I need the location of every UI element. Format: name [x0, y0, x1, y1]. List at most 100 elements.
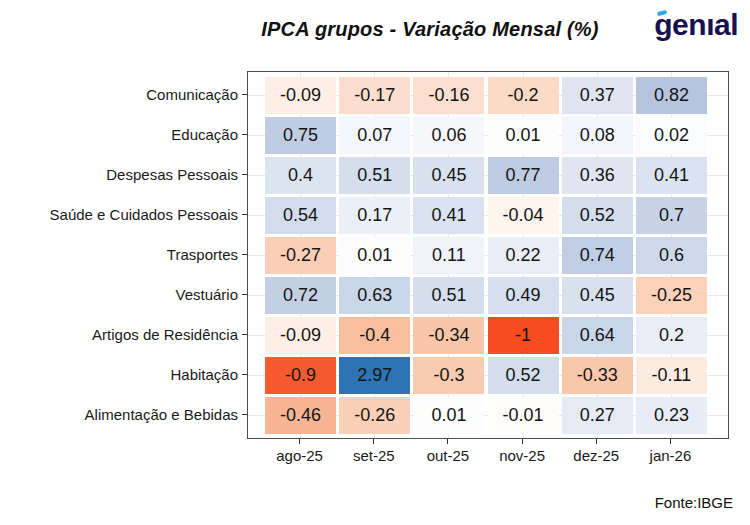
- heatmap-cell: -0.33: [562, 357, 633, 394]
- heatmap-cell: -0.9: [265, 357, 336, 394]
- heatmap-cell: 0.22: [488, 237, 559, 274]
- chart-canvas: IPCA grupos - Variação Mensal (%) genıal…: [0, 0, 750, 525]
- cell-value: 0.37: [580, 85, 615, 106]
- heatmap-cell: -0.27: [265, 237, 336, 274]
- cell-value: -0.04: [503, 205, 544, 226]
- y-axis-label: Saúde e Cuidados Pessoais: [0, 206, 238, 223]
- x-axis-tick: [596, 439, 597, 444]
- cell-value: 0.45: [431, 165, 466, 186]
- cell-value: 0.41: [431, 205, 466, 226]
- heatmap-cell: 0.23: [636, 397, 707, 434]
- cell-value: -0.16: [428, 85, 469, 106]
- heatmap-cell: 0.7: [636, 197, 707, 234]
- cell-value: -0.4: [359, 325, 390, 346]
- heatmap-cell: 0.27: [562, 397, 633, 434]
- cell-value: 0.72: [283, 285, 318, 306]
- cell-value: -0.01: [503, 405, 544, 426]
- heatmap-cell: 0.07: [339, 117, 410, 154]
- cell-value: -0.09: [280, 85, 321, 106]
- heatmap-cell: 0.01: [488, 117, 559, 154]
- heatmap-cell: -0.01: [488, 397, 559, 434]
- heatmap-cell: -0.04: [488, 197, 559, 234]
- x-axis-tick: [373, 439, 374, 444]
- heatmap-cell: -0.46: [265, 397, 336, 434]
- y-axis-label: Alimentação e Bebidas: [0, 406, 238, 423]
- y-axis-label: Habitação: [0, 366, 238, 383]
- cell-value: 0.01: [357, 245, 392, 266]
- cell-value: 0.74: [580, 245, 615, 266]
- cell-value: -0.9: [285, 365, 316, 386]
- source-text: Fonte:IBGE: [655, 494, 733, 511]
- heatmap-cell: -0.4: [339, 317, 410, 354]
- heatmap-cell: -0.17: [339, 77, 410, 114]
- cell-value: 0.11: [432, 245, 466, 266]
- heatmap-cell: -0.09: [265, 77, 336, 114]
- y-axis-tick: [242, 374, 247, 375]
- y-axis-tick: [242, 94, 247, 95]
- cell-value: 0.7: [659, 205, 684, 226]
- heatmap-cell: 0.01: [339, 237, 410, 274]
- cell-value: -0.26: [354, 405, 395, 426]
- heatmap-cell: 0.37: [562, 77, 633, 114]
- cell-value: 0.51: [357, 165, 392, 186]
- y-axis-label: Artigos de Residência: [0, 326, 238, 343]
- cell-value: 2.97: [357, 365, 392, 386]
- cell-value: 0.01: [431, 405, 466, 426]
- heatmap-cell: 0.77: [488, 157, 559, 194]
- heatmap-cell: -0.11: [636, 357, 707, 394]
- cell-value: 0.07: [357, 125, 392, 146]
- heatmap-cell: 0.82: [636, 77, 707, 114]
- heatmap-cell: 0.06: [413, 117, 484, 154]
- cell-value: 0.6: [659, 245, 684, 266]
- cell-value: 0.82: [654, 85, 689, 106]
- cell-value: 0.06: [431, 125, 466, 146]
- x-axis-label: jan-26: [625, 447, 715, 464]
- cell-value: -0.46: [280, 405, 321, 426]
- cell-value: 0.45: [580, 285, 615, 306]
- heatmap-cell: 0.72: [265, 277, 336, 314]
- heatmap-cell: 0.02: [636, 117, 707, 154]
- y-axis-tick: [242, 414, 247, 415]
- cell-value: 0.02: [654, 125, 689, 146]
- cell-value: 0.54: [283, 205, 318, 226]
- cell-value: -0.17: [354, 85, 395, 106]
- cell-value: -0.3: [433, 365, 464, 386]
- heatmap-cell: 0.52: [488, 357, 559, 394]
- heatmap-cell: 0.41: [636, 157, 707, 194]
- cell-value: -0.33: [577, 365, 618, 386]
- heatmap-cell: 0.63: [339, 277, 410, 314]
- heatmap-cell: 0.45: [562, 277, 633, 314]
- heatmap-cell: 0.75: [265, 117, 336, 154]
- heatmap-cell: 0.2: [636, 317, 707, 354]
- cell-value: -1: [515, 325, 531, 346]
- cell-value: 0.52: [580, 205, 615, 226]
- cell-value: -0.11: [652, 365, 692, 386]
- cell-value: -0.27: [280, 245, 321, 266]
- genial-logo: genıal: [654, 8, 738, 41]
- cell-value: 0.22: [506, 245, 541, 266]
- chart-title: IPCA grupos - Variação Mensal (%): [120, 18, 740, 41]
- x-axis-tick: [447, 439, 448, 444]
- heatmap-cell: -0.09: [265, 317, 336, 354]
- heatmap-cell: 0.51: [339, 157, 410, 194]
- cell-value: -0.09: [280, 325, 321, 346]
- cell-value: 0.4: [288, 165, 313, 186]
- y-axis-tick: [242, 134, 247, 135]
- y-axis-label: Despesas Pessoais: [0, 166, 238, 183]
- heatmap-cell: 0.17: [339, 197, 410, 234]
- cell-value: 0.51: [431, 285, 466, 306]
- heatmap-cell: -0.16: [413, 77, 484, 114]
- heatmap-cell: 0.11: [413, 237, 484, 274]
- cell-value: 0.64: [580, 325, 615, 346]
- cell-value: 0.75: [283, 125, 318, 146]
- heatmap-cell: 0.36: [562, 157, 633, 194]
- y-axis-tick: [242, 174, 247, 175]
- heatmap-cell: 0.74: [562, 237, 633, 274]
- y-axis-label: Educação: [0, 126, 238, 143]
- y-axis-label: Vestuário: [0, 286, 238, 303]
- heatmap-cell: 2.97: [339, 357, 410, 394]
- y-axis-tick: [242, 334, 247, 335]
- heatmap-cell: -0.34: [413, 317, 484, 354]
- x-axis-tick: [670, 439, 671, 444]
- heatmap-cell: 0.4: [265, 157, 336, 194]
